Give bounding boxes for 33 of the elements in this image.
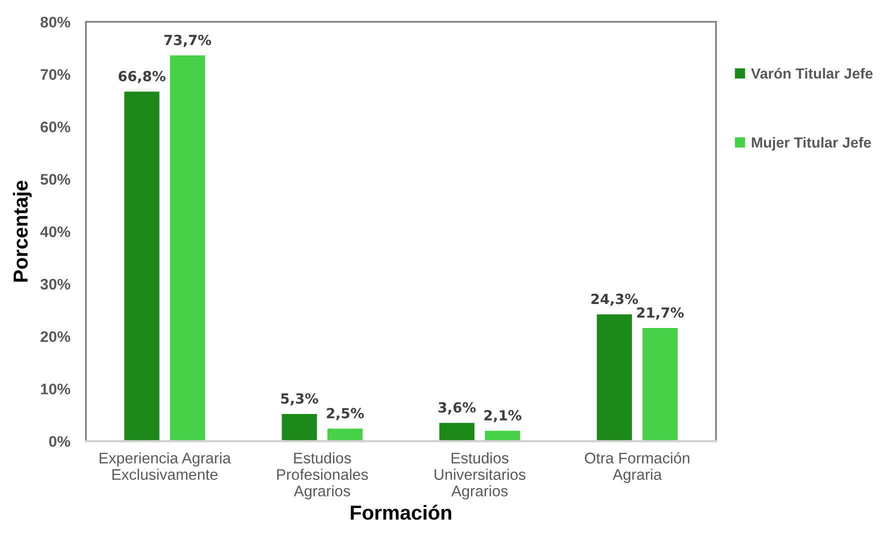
bar — [641, 326, 679, 442]
x-axis-title: Formación — [350, 504, 452, 520]
data-label: 2,1% — [484, 410, 522, 422]
data-label: 5,3% — [281, 393, 318, 406]
data-label: 21,7% — [637, 307, 684, 320]
x-tick-label: Estudios Profesionales Agrarios — [277, 452, 368, 500]
bar — [123, 90, 161, 442]
bar — [326, 428, 364, 442]
y-tick-label: 10% — [41, 384, 70, 394]
bar — [484, 430, 522, 442]
y-tick-label: 80% — [40, 16, 70, 28]
legend-label: Mujer Titular Jefe — [752, 136, 871, 151]
bar — [438, 422, 476, 442]
bar — [280, 412, 318, 442]
x-tick-label: Estudios Universitarios Agrarios — [434, 452, 526, 500]
data-label: 24,3% — [591, 294, 638, 306]
y-tick-label: 30% — [40, 278, 70, 290]
y-tick-label: 20% — [40, 331, 70, 342]
data-label: 73,7% — [164, 34, 212, 47]
y-axis-title: Porcentaje — [12, 180, 32, 282]
bar — [168, 54, 206, 442]
y-tick-label: 50% — [40, 174, 70, 185]
y-tick-label: 70% — [40, 69, 70, 80]
legend-label: Varón Titular Jefe — [751, 68, 873, 79]
data-label: 2,5% — [326, 408, 364, 420]
y-tick-label: 40% — [40, 226, 70, 238]
y-tick-label: 0% — [49, 436, 70, 447]
y-tick-label: 60% — [40, 122, 70, 132]
data-label: 3,6% — [438, 402, 476, 414]
data-label: 66,8% — [118, 70, 166, 84]
x-tick-label: Experiencia Agraria Exclusivamente — [100, 452, 231, 480]
bar — [596, 313, 634, 442]
x-tick-label: Otra Formación Agraria — [584, 452, 690, 483]
